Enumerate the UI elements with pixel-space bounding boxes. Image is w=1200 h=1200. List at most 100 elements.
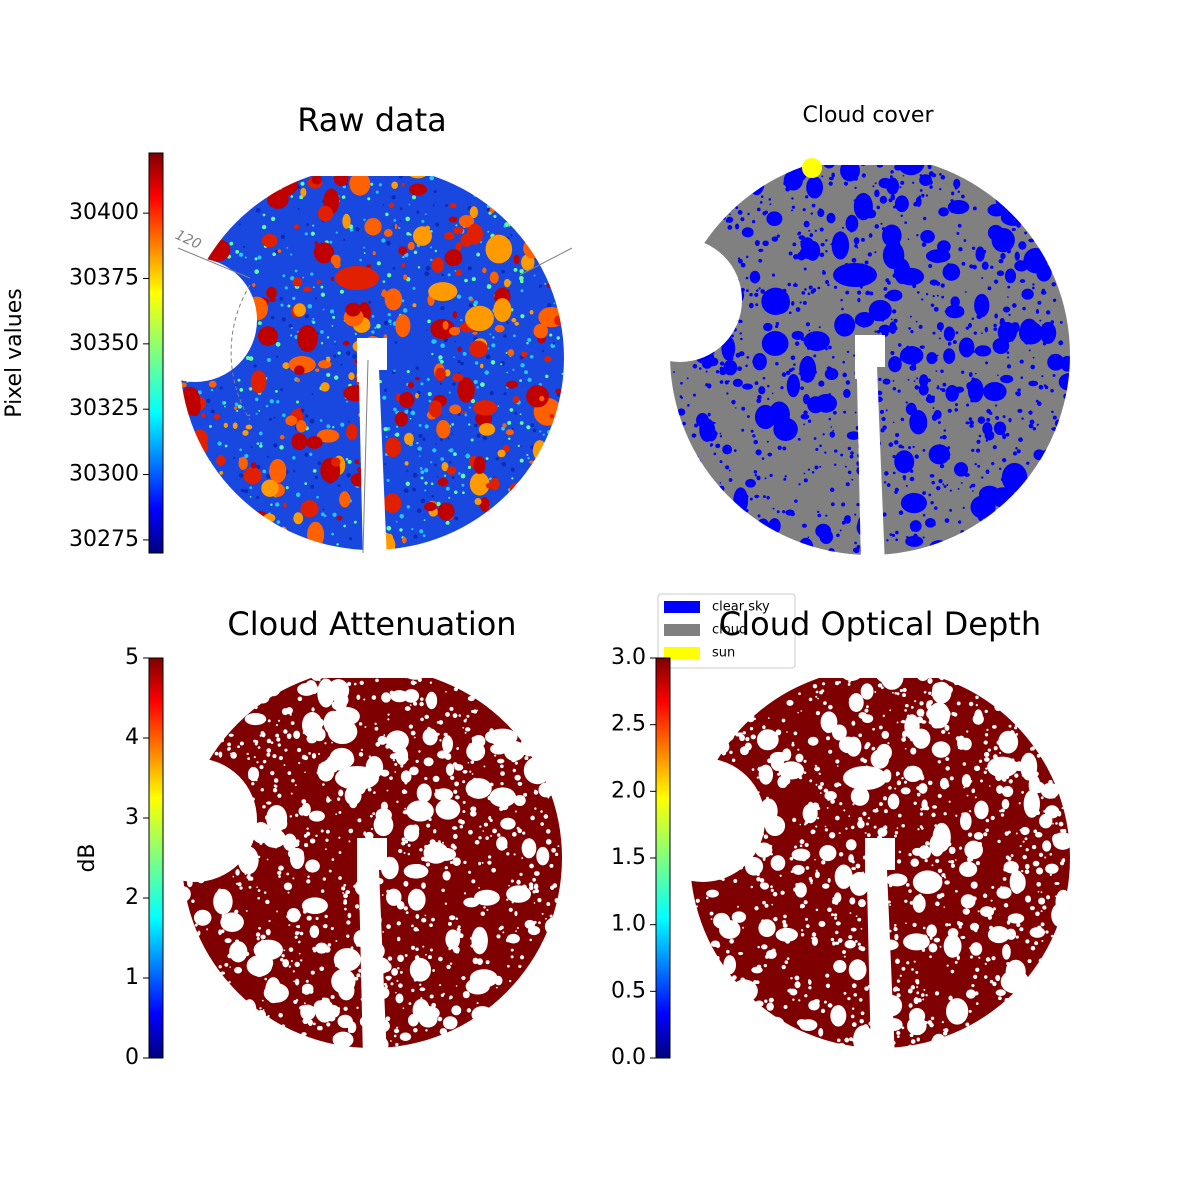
blob [968, 372, 973, 378]
blob [201, 705, 211, 715]
blob [195, 942, 201, 948]
speckle [429, 948, 433, 952]
speckle [692, 393, 696, 397]
speckle [430, 461, 433, 464]
blob [791, 848, 811, 861]
speckle [728, 1039, 733, 1044]
speckle [719, 432, 722, 435]
blob [669, 252, 680, 259]
speckle [895, 530, 899, 535]
speckle [860, 237, 865, 242]
speckle [798, 692, 801, 696]
blob [844, 515, 851, 520]
speckle [303, 1002, 306, 1005]
speckle [330, 309, 335, 314]
speckle [283, 729, 288, 734]
speckle [854, 541, 857, 545]
speckle [555, 242, 559, 245]
speckle [424, 489, 427, 492]
speckle [687, 342, 693, 348]
blob [706, 185, 721, 194]
guide-line [519, 247, 573, 276]
speckle [360, 997, 364, 1001]
speckle [865, 290, 871, 296]
speckle [424, 481, 428, 485]
blob [1025, 895, 1032, 903]
blob [180, 382, 187, 388]
speckle [474, 524, 477, 528]
speckle [304, 771, 306, 774]
speckle [193, 711, 199, 716]
blob [209, 527, 218, 538]
blob [321, 997, 330, 1003]
speckle [468, 829, 473, 835]
blob [794, 981, 801, 989]
speckle [877, 524, 881, 528]
blob [506, 885, 532, 903]
blob [763, 322, 773, 332]
speckle [232, 313, 237, 319]
blob [1018, 241, 1027, 250]
speckle [1025, 490, 1029, 495]
speckle [524, 370, 528, 375]
speckle [866, 833, 871, 837]
speckle [346, 472, 351, 478]
speckle [532, 1036, 537, 1041]
blob [828, 176, 834, 181]
speckle [769, 473, 773, 478]
speckle [331, 858, 335, 861]
speckle [560, 237, 564, 241]
speckle [370, 436, 373, 439]
speckle [304, 232, 308, 236]
speckle [526, 425, 531, 430]
speckle [862, 405, 865, 408]
speckle [281, 954, 285, 958]
speckle [395, 432, 400, 437]
speckle [714, 792, 718, 796]
blob [381, 692, 391, 703]
blob [933, 937, 941, 943]
speckle [800, 386, 804, 391]
speckle [730, 202, 733, 205]
speckle [905, 484, 908, 487]
speckle [346, 920, 351, 925]
speckle [194, 923, 198, 927]
speckle [413, 701, 418, 706]
speckle [185, 514, 190, 519]
speckle [782, 510, 786, 514]
speckle [223, 771, 226, 774]
blob [337, 797, 341, 801]
speckle [798, 999, 801, 1002]
speckle [527, 670, 530, 673]
speckle [445, 204, 448, 207]
speckle [936, 354, 939, 357]
blob [408, 183, 428, 196]
speckle [692, 363, 698, 369]
speckle [879, 409, 884, 414]
speckle [847, 997, 851, 1001]
speckle [723, 180, 727, 184]
speckle [807, 419, 812, 423]
blob [954, 462, 969, 477]
blob [318, 692, 323, 697]
blob [471, 1006, 494, 1024]
speckle [542, 350, 545, 353]
speckle [819, 792, 822, 794]
speckle [856, 503, 860, 507]
speckle [262, 213, 266, 217]
blob [838, 321, 843, 326]
speckle [910, 985, 916, 990]
speckle [511, 832, 517, 837]
blob [207, 199, 221, 222]
blob [561, 426, 565, 431]
speckle [819, 444, 822, 448]
blob [478, 423, 496, 436]
blob [1016, 711, 1021, 718]
blob [453, 833, 458, 839]
speckle [523, 231, 526, 234]
speckle [703, 713, 706, 716]
blob [234, 319, 252, 333]
speckle [435, 222, 440, 227]
speckle [833, 285, 838, 289]
speckle [431, 1002, 437, 1008]
